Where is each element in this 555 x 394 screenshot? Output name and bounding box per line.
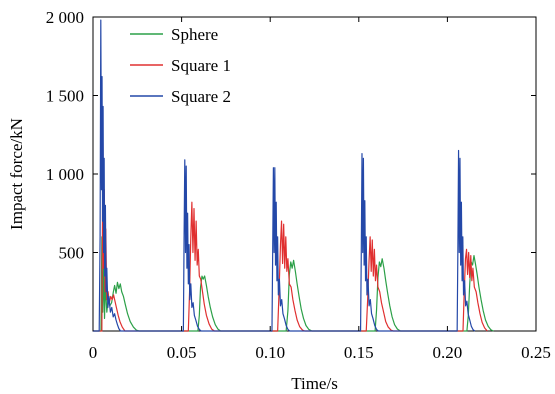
series-line-sphere [93,236,494,332]
series-line-square-2 [93,19,476,332]
y-tick-label: 500 [59,244,85,263]
y-tick-label: 1 500 [46,87,84,106]
legend: Sphere Square 1 Square 2 [130,25,231,106]
series-layer [93,19,494,332]
x-axis-title: Time/s [291,374,338,393]
series-line-square-1 [93,142,488,332]
y-tick-label: 2 000 [46,8,84,27]
legend-label-square-1: Square 1 [171,56,231,75]
ticks-layer: 0 0.05 0.10 0.15 0.20 0.25 500 1 000 1 500 2 000 [46,8,551,362]
x-tick-label: 0.15 [344,343,374,362]
x-tick-label: 0.10 [255,343,285,362]
x-tick-label: 0.25 [521,343,551,362]
x-tick-label: 0.05 [167,343,197,362]
x-tick-label: 0 [89,343,98,362]
legend-label-sphere: Sphere [171,25,218,44]
y-tick-label: 1 000 [46,165,84,184]
legend-label-square-2: Square 2 [171,87,231,106]
y-axis-title: Impact force/kN [7,118,26,230]
x-tick-label: 0.20 [433,343,463,362]
